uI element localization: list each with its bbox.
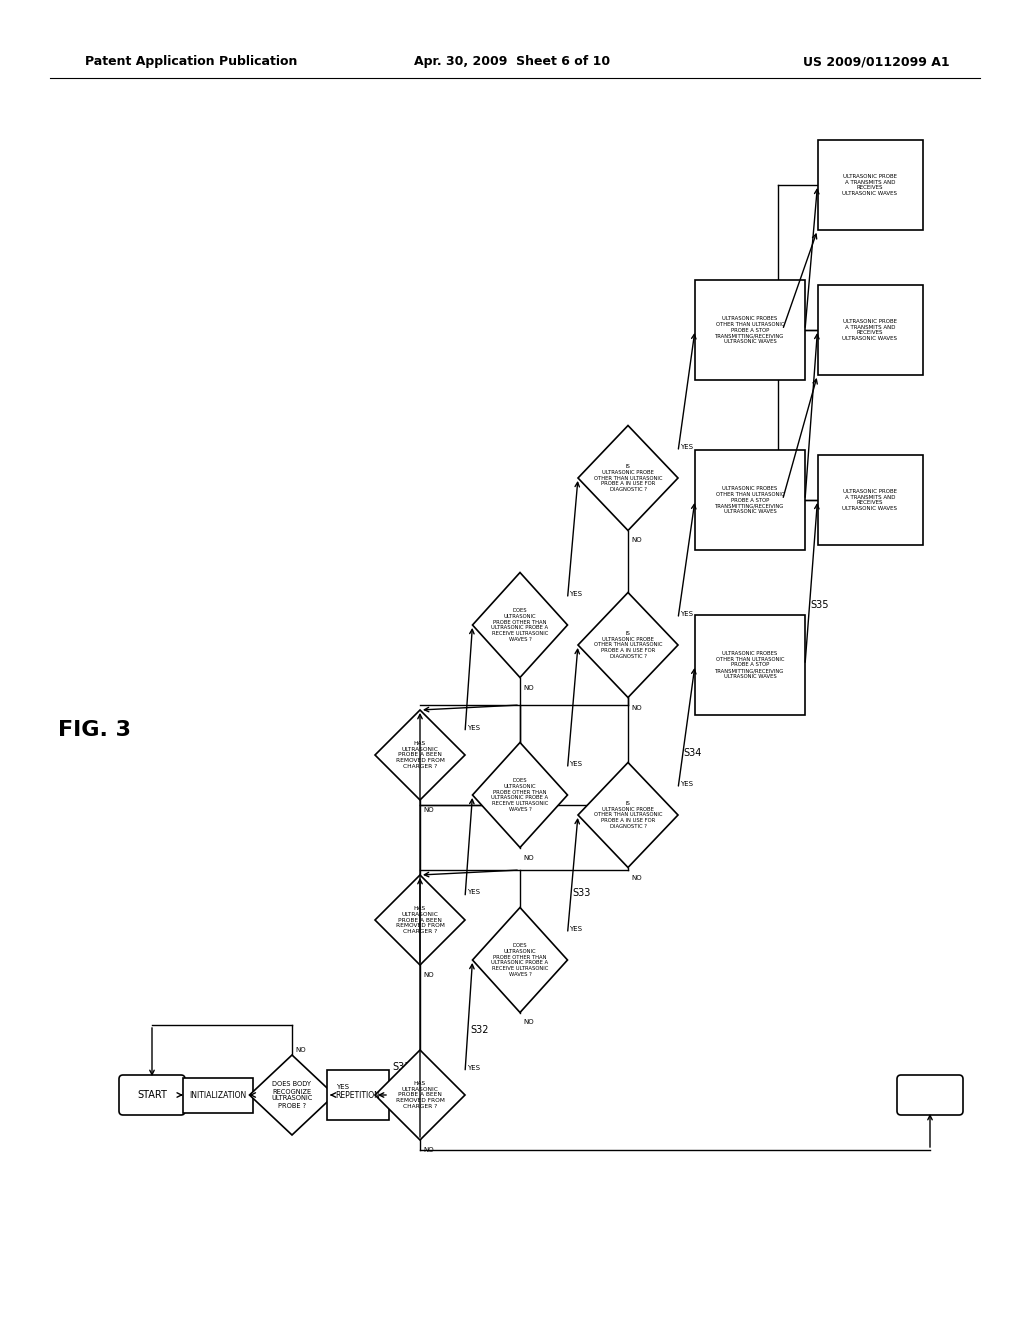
Polygon shape	[472, 742, 567, 847]
Text: S32: S32	[470, 1026, 488, 1035]
Bar	[817, 455, 923, 545]
Text: HAS
ULTRASONIC
PROBE A BEEN
REMOVED FROM
CHARGER ?: HAS ULTRASONIC PROBE A BEEN REMOVED FROM…	[395, 906, 444, 935]
Text: DOES BODY
RECOGNIZE
ULTRASONIC
PROBE ?: DOES BODY RECOGNIZE ULTRASONIC PROBE ?	[271, 1081, 312, 1109]
Text: INITIALIZATION: INITIALIZATION	[189, 1090, 247, 1100]
Bar	[817, 140, 923, 230]
FancyBboxPatch shape	[897, 1074, 963, 1115]
Text: HAS
ULTRASONIC
PROBE A BEEN
REMOVED FROM
CHARGER ?: HAS ULTRASONIC PROBE A BEEN REMOVED FROM…	[395, 1081, 444, 1109]
Text: YES: YES	[467, 890, 480, 895]
Text: YES: YES	[569, 760, 583, 767]
Text: ULTRASONIC PROBES
OTHER THAN ULTRASONIC
PROBE A STOP
TRANSMITTING/RECEIVING
ULTR: ULTRASONIC PROBES OTHER THAN ULTRASONIC …	[716, 486, 784, 513]
Text: ULTRASONIC PROBE
A TRANSMITS AND
RECEIVES
ULTRASONIC WAVES: ULTRASONIC PROBE A TRANSMITS AND RECEIVE…	[843, 319, 897, 341]
Text: NO: NO	[631, 874, 642, 880]
Text: DOES
ULTRASONIC
PROBE OTHER THAN
ULTRASONIC PROBE A
RECEIVE ULTRASONIC
WAVES ?: DOES ULTRASONIC PROBE OTHER THAN ULTRASO…	[492, 777, 549, 812]
Polygon shape	[578, 593, 678, 697]
Polygon shape	[250, 1055, 335, 1135]
Text: ULTRASONIC PROBE
A TRANSMITS AND
RECEIVES
ULTRASONIC WAVES: ULTRASONIC PROBE A TRANSMITS AND RECEIVE…	[843, 174, 897, 197]
Bar	[695, 280, 805, 380]
Polygon shape	[375, 710, 465, 800]
Text: S34: S34	[683, 747, 701, 758]
Text: NO: NO	[295, 1047, 305, 1053]
Text: HAS
ULTRASONIC
PROBE A BEEN
REMOVED FROM
CHARGER ?: HAS ULTRASONIC PROBE A BEEN REMOVED FROM…	[395, 741, 444, 770]
Polygon shape	[472, 908, 567, 1012]
Text: NO: NO	[523, 685, 534, 690]
Bar	[817, 285, 923, 375]
Text: START: START	[137, 1090, 167, 1100]
Text: NO: NO	[423, 807, 433, 813]
Text: REPETITION: REPETITION	[336, 1090, 381, 1100]
Text: IS
ULTRASONIC PROBE
OTHER THAN ULTRASONIC
PROBE A IN USE FOR
DIAGNOSTIC ?: IS ULTRASONIC PROBE OTHER THAN ULTRASONI…	[594, 801, 663, 829]
Text: NO: NO	[631, 537, 642, 544]
Polygon shape	[472, 573, 567, 677]
Text: S33: S33	[572, 887, 591, 898]
Polygon shape	[578, 763, 678, 867]
Text: ULTRASONIC PROBES
OTHER THAN ULTRASONIC
PROBE A STOP
TRANSMITTING/RECEIVING
ULTR: ULTRASONIC PROBES OTHER THAN ULTRASONIC …	[716, 651, 784, 678]
Text: YES: YES	[569, 591, 583, 597]
Text: YES: YES	[680, 780, 693, 787]
Text: NO: NO	[423, 972, 433, 978]
Text: NO: NO	[631, 705, 642, 710]
Polygon shape	[375, 875, 465, 965]
Polygon shape	[375, 1049, 465, 1140]
Text: NO: NO	[523, 854, 534, 861]
Text: ULTRASONIC PROBE
A TRANSMITS AND
RECEIVES
ULTRASONIC WAVES: ULTRASONIC PROBE A TRANSMITS AND RECEIVE…	[843, 488, 897, 511]
Text: S35: S35	[810, 601, 828, 610]
Bar	[695, 615, 805, 715]
FancyBboxPatch shape	[119, 1074, 185, 1115]
Text: YES: YES	[467, 1064, 480, 1071]
Text: US 2009/0112099 A1: US 2009/0112099 A1	[804, 55, 950, 69]
Text: DOES
ULTRASONIC
PROBE OTHER THAN
ULTRASONIC PROBE A
RECEIVE ULTRASONIC
WAVES ?: DOES ULTRASONIC PROBE OTHER THAN ULTRASO…	[492, 942, 549, 977]
Text: NO: NO	[523, 1019, 534, 1026]
Text: YES: YES	[569, 925, 583, 932]
Text: IS
ULTRASONIC PROBE
OTHER THAN ULTRASONIC
PROBE A IN USE FOR
DIAGNOSTIC ?: IS ULTRASONIC PROBE OTHER THAN ULTRASONI…	[594, 463, 663, 492]
Text: YES: YES	[680, 444, 693, 450]
Text: NO: NO	[423, 1147, 433, 1152]
Text: YES: YES	[337, 1084, 349, 1090]
Bar	[695, 450, 805, 550]
Text: FIG. 3: FIG. 3	[58, 719, 131, 741]
Text: IS
ULTRASONIC PROBE
OTHER THAN ULTRASONIC
PROBE A IN USE FOR
DIAGNOSTIC ?: IS ULTRASONIC PROBE OTHER THAN ULTRASONI…	[594, 631, 663, 659]
Text: S31: S31	[392, 1063, 411, 1072]
Text: YES: YES	[680, 611, 693, 616]
Text: DOES
ULTRASONIC
PROBE OTHER THAN
ULTRASONIC PROBE A
RECEIVE ULTRASONIC
WAVES ?: DOES ULTRASONIC PROBE OTHER THAN ULTRASO…	[492, 609, 549, 642]
Bar	[183, 1077, 253, 1113]
Text: Apr. 30, 2009  Sheet 6 of 10: Apr. 30, 2009 Sheet 6 of 10	[414, 55, 610, 69]
Polygon shape	[578, 425, 678, 531]
Text: ULTRASONIC PROBES
OTHER THAN ULTRASONIC
PROBE A STOP
TRANSMITTING/RECEIVING
ULTR: ULTRASONIC PROBES OTHER THAN ULTRASONIC …	[716, 315, 784, 345]
Bar	[327, 1071, 389, 1119]
Text: Patent Application Publication: Patent Application Publication	[85, 55, 297, 69]
Text: YES: YES	[467, 725, 480, 730]
